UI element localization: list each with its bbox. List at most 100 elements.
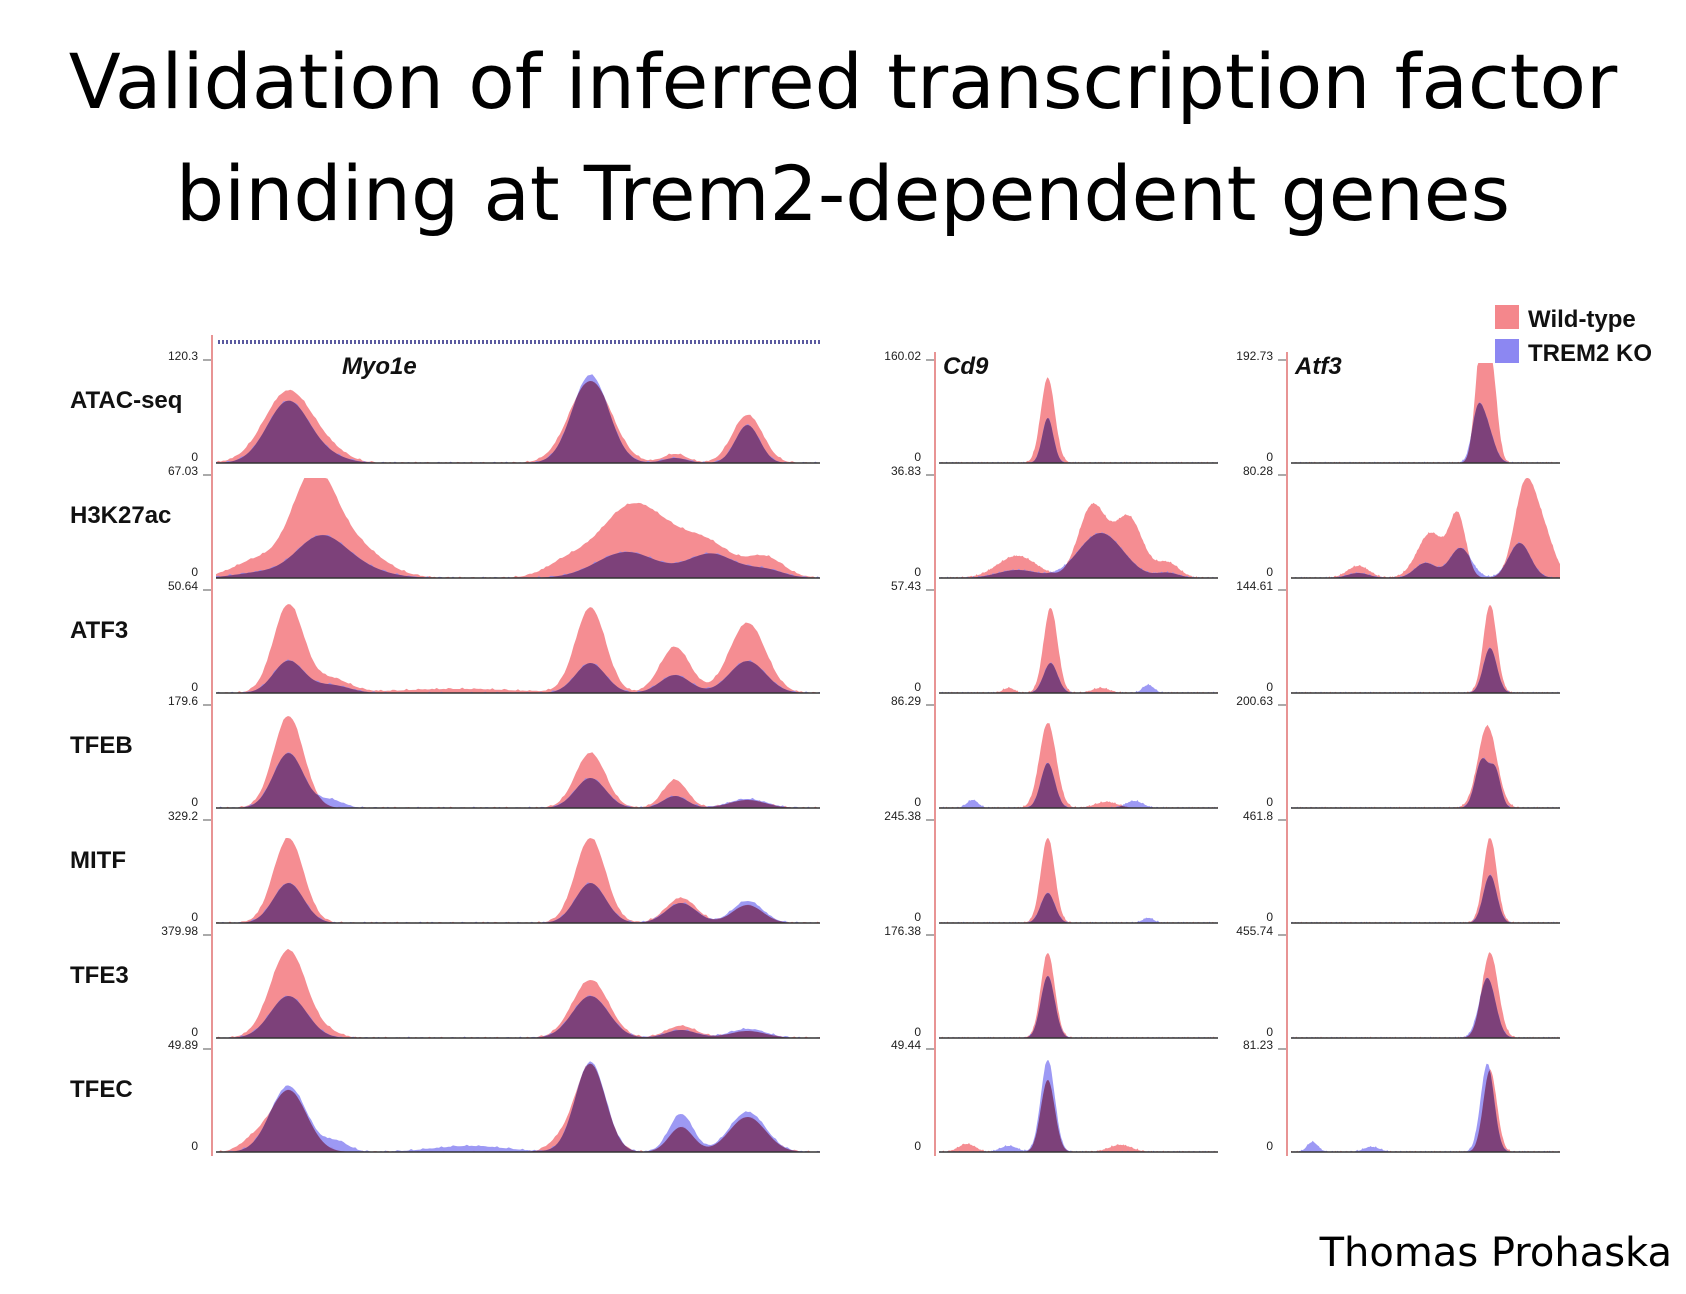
series-wild-type-tfeb xyxy=(1291,724,1560,808)
series-wild-type-mitf xyxy=(939,838,1218,923)
series-wild-type-atf3 xyxy=(1291,605,1560,693)
track-label-tfeb: TFEB xyxy=(70,732,133,759)
series-wild-type-tfeb xyxy=(939,723,1218,808)
series-trem2-ko-atf3 xyxy=(1291,647,1560,693)
ymin-label: 0 xyxy=(191,565,198,579)
series-overlap-atac-seq xyxy=(1291,402,1560,463)
ymin-label: 0 xyxy=(1266,1139,1273,1153)
series-wild-type-atf3 xyxy=(216,604,820,693)
ymin-label: 0 xyxy=(1266,565,1273,579)
ymax-label: 144.61 xyxy=(1236,579,1273,593)
series-overlap-tfe3 xyxy=(939,976,1218,1038)
series-overlap-tfeb xyxy=(1291,758,1560,808)
ymax-label: 57.43 xyxy=(891,579,921,593)
ymax-label: 245.38 xyxy=(884,809,921,823)
track-label-tfec: TFEC xyxy=(70,1076,133,1103)
series-trem2-ko-tfe3 xyxy=(939,975,1218,1038)
locus-panel-myo1e: Myo1e120.3067.03050.640179.60329.20379.9… xyxy=(161,335,820,1156)
legend-label-wild-type: Wild-type xyxy=(1528,306,1636,333)
ymax-label: 80.28 xyxy=(1243,464,1273,478)
ymax-label: 49.44 xyxy=(891,1038,921,1052)
track-label-h3k27ac: H3K27ac xyxy=(70,502,171,529)
series-wild-type-tfe3 xyxy=(1291,952,1560,1038)
series-wild-type-tfec xyxy=(939,1079,1218,1152)
locus-panel-cd9: Cd9160.02036.83057.43086.290245.380176.3… xyxy=(884,349,1218,1156)
series-overlap-atf3 xyxy=(1291,648,1560,693)
track-label-mitf: MITF xyxy=(70,847,126,874)
ymin-label: 0 xyxy=(914,910,921,924)
ymin-label: 0 xyxy=(1266,450,1273,464)
slide-title-line-1: Validation of inferred transcription fac… xyxy=(68,37,1618,126)
ymax-label: 200.63 xyxy=(1236,694,1273,708)
series-trem2-ko-atac-seq xyxy=(939,418,1218,463)
gene-label-atf3: Atf3 xyxy=(1294,353,1342,380)
ymax-label: 120.3 xyxy=(168,349,198,363)
series-overlap-tfe3 xyxy=(1291,978,1560,1038)
slide-title: Validation of inferred transcription fac… xyxy=(0,26,1686,250)
series-overlap-tfec xyxy=(216,1063,820,1152)
track-label-atf3: ATF3 xyxy=(70,617,128,644)
ymin-label: 0 xyxy=(914,1025,921,1039)
ymax-label: 461.8 xyxy=(1243,809,1273,823)
ymin-label: 0 xyxy=(191,910,198,924)
ymin-label: 0 xyxy=(191,795,198,809)
series-overlap-atac-seq xyxy=(939,418,1218,463)
ymin-label: 0 xyxy=(191,1139,198,1153)
series-wild-type-h3k27ac xyxy=(939,502,1218,578)
series-overlap-mitf xyxy=(939,893,1218,923)
author-name: Thomas Prohaska xyxy=(1319,1230,1672,1276)
gene-label-cd9: Cd9 xyxy=(943,353,989,380)
series-trem2-ko-mitf xyxy=(1291,874,1560,923)
ymin-label: 0 xyxy=(914,1139,921,1153)
series-overlap-h3k27ac xyxy=(939,533,1218,578)
ymax-label: 455.74 xyxy=(1236,924,1273,938)
ymax-label: 379.98 xyxy=(161,924,198,938)
ymax-label: 81.23 xyxy=(1243,1038,1273,1052)
series-wild-type-atac-seq xyxy=(939,377,1218,463)
ymax-label: 176.38 xyxy=(884,924,921,938)
track-label-tfe3: TFE3 xyxy=(70,962,129,989)
ymin-label: 0 xyxy=(914,450,921,464)
series-trem2-ko-tfeb xyxy=(939,762,1218,808)
ymax-label: 329.2 xyxy=(168,809,198,823)
series-wild-type-tfe3 xyxy=(939,953,1218,1038)
ymax-label: 67.03 xyxy=(168,464,198,478)
series-wild-type-atf3 xyxy=(939,608,1218,693)
ymax-label: 86.29 xyxy=(891,694,921,708)
series-overlap-atac-seq xyxy=(216,381,820,463)
ymax-label: 36.83 xyxy=(891,464,921,478)
ymax-label: 179.6 xyxy=(168,694,198,708)
series-trem2-ko-mitf xyxy=(939,892,1218,923)
series-overlap-tfeb xyxy=(216,753,820,808)
series-overlap-tfeb xyxy=(939,763,1218,808)
ymin-label: 0 xyxy=(191,680,198,694)
legend-swatch-trem2-ko xyxy=(1495,339,1519,363)
ymin-label: 0 xyxy=(914,680,921,694)
ymax-label: 192.73 xyxy=(1236,349,1273,363)
series-trem2-ko-tfec xyxy=(939,1060,1218,1152)
locus-panel-atf3: Atf3192.73080.280144.610200.630461.80455… xyxy=(1236,349,1560,1156)
series-trem2-ko-tfec xyxy=(1291,1063,1560,1152)
ymin-label: 0 xyxy=(914,795,921,809)
series-wild-type-mitf xyxy=(1291,838,1560,923)
series-overlap-mitf xyxy=(1291,875,1560,923)
legend: Wild-type TREM2 KO xyxy=(1495,305,1652,367)
series-trem2-ko-atf3 xyxy=(939,662,1218,693)
ymin-label: 0 xyxy=(1266,1025,1273,1039)
legend-label-trem2-ko: TREM2 KO xyxy=(1528,340,1652,367)
gene-label-myo1e: Myo1e xyxy=(342,353,417,380)
ymin-label: 0 xyxy=(1266,910,1273,924)
track-label-atac-seq: ATAC-seq xyxy=(70,387,182,414)
ymax-label: 49.89 xyxy=(168,1038,198,1052)
series-overlap-tfe3 xyxy=(216,996,820,1038)
series-overlap-tfec xyxy=(1291,1070,1560,1152)
series-overlap-h3k27ac xyxy=(1291,543,1560,578)
series-overlap-atf3 xyxy=(216,660,820,693)
ymin-label: 0 xyxy=(191,450,198,464)
tracks-layer: ATAC-seq H3K27ac ATF3 TFEB MITF TFE3 TFEC Myo1e… xyxy=(70,335,1560,1156)
series-overlap-tfec xyxy=(939,1080,1218,1152)
series-trem2-ko-tfeb xyxy=(1291,757,1560,808)
ymin-label: 0 xyxy=(914,565,921,579)
slide-title-line-2: binding at Trem2-dependent genes xyxy=(175,149,1511,238)
